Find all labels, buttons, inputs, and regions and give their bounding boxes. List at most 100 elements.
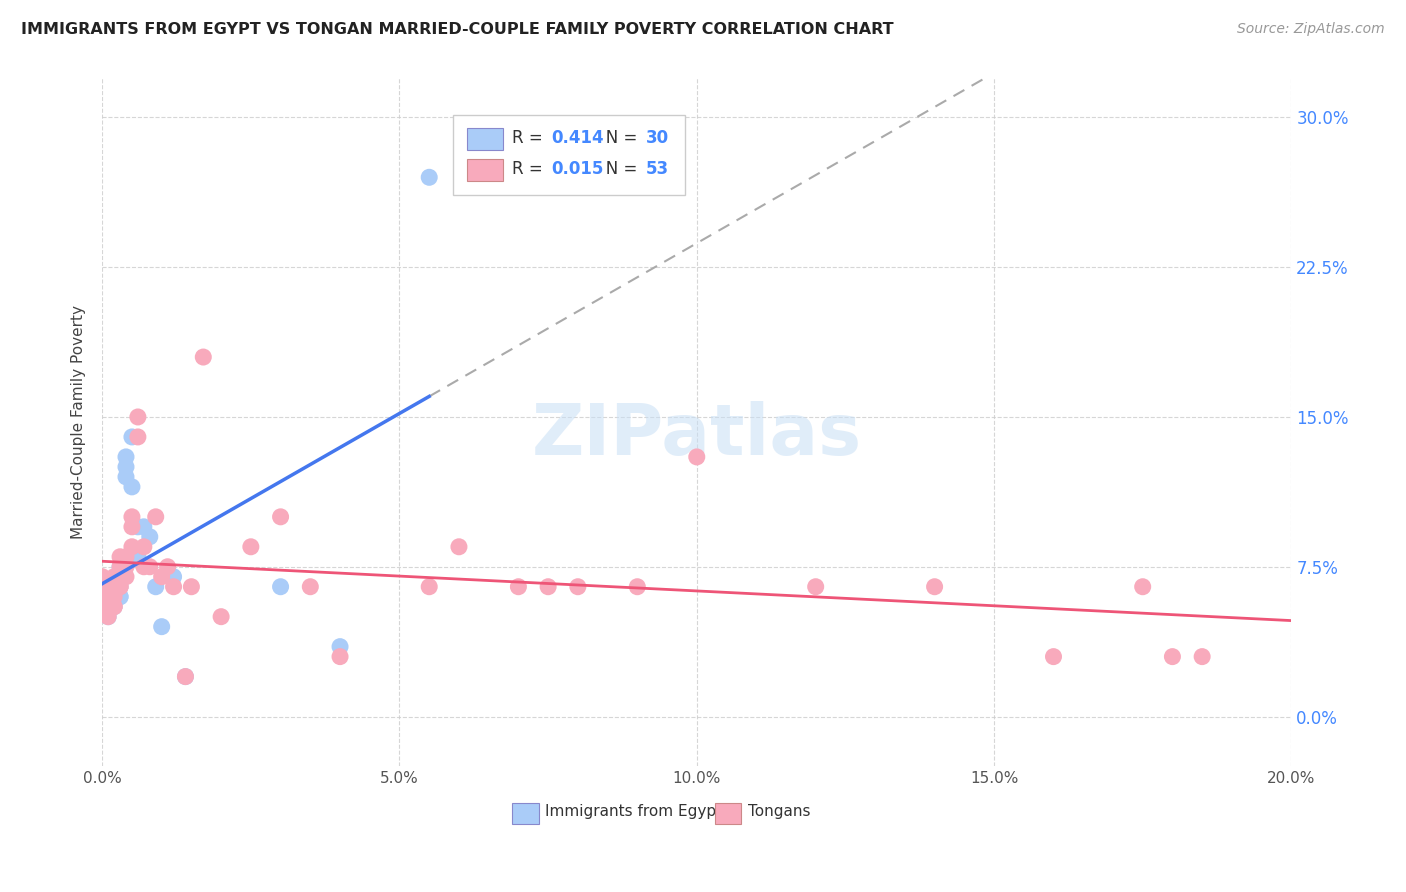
Text: Tongans: Tongans xyxy=(748,804,810,819)
Point xyxy=(329,640,352,654)
Point xyxy=(121,480,143,494)
Point xyxy=(924,580,946,594)
Point xyxy=(174,670,197,684)
Point xyxy=(103,599,125,614)
Point xyxy=(139,559,162,574)
Point xyxy=(1042,649,1064,664)
Point xyxy=(97,590,120,604)
Text: 0.414: 0.414 xyxy=(551,129,605,147)
Point xyxy=(418,170,440,185)
Point xyxy=(108,570,131,584)
Point xyxy=(108,580,131,594)
Point xyxy=(567,580,589,594)
Text: IMMIGRANTS FROM EGYPT VS TONGAN MARRIED-COUPLE FAMILY POVERTY CORRELATION CHART: IMMIGRANTS FROM EGYPT VS TONGAN MARRIED-… xyxy=(21,22,894,37)
Point xyxy=(103,590,125,604)
Point xyxy=(108,570,131,584)
Point xyxy=(508,580,530,594)
Point xyxy=(127,520,149,534)
Point xyxy=(103,599,125,614)
Point xyxy=(115,470,138,484)
Point xyxy=(108,559,131,574)
Point xyxy=(127,409,149,424)
Point xyxy=(145,580,167,594)
Point xyxy=(239,540,262,554)
Text: R =: R = xyxy=(512,129,548,147)
Point xyxy=(108,580,131,594)
Point xyxy=(626,580,648,594)
Point xyxy=(91,599,114,614)
Point xyxy=(97,580,120,594)
Text: Immigrants from Egypt: Immigrants from Egypt xyxy=(544,804,721,819)
Point xyxy=(108,549,131,564)
Point xyxy=(156,559,179,574)
Point xyxy=(121,509,143,524)
Text: ZIPatlas: ZIPatlas xyxy=(531,401,862,470)
Point xyxy=(132,520,155,534)
Point xyxy=(299,580,322,594)
Point xyxy=(145,509,167,524)
Point xyxy=(108,580,131,594)
Point xyxy=(209,609,232,624)
Point xyxy=(537,580,560,594)
Point xyxy=(270,509,292,524)
Point xyxy=(97,590,120,604)
Point xyxy=(1161,649,1184,664)
Point xyxy=(193,350,215,364)
Point xyxy=(139,530,162,544)
Text: N =: N = xyxy=(589,129,643,147)
Point xyxy=(115,459,138,474)
Point xyxy=(686,450,709,464)
Point xyxy=(108,570,131,584)
Text: 53: 53 xyxy=(645,160,669,178)
Point xyxy=(97,609,120,624)
Point xyxy=(127,430,149,444)
Point xyxy=(329,649,352,664)
Point xyxy=(121,520,143,534)
Point xyxy=(103,590,125,604)
Point xyxy=(180,580,202,594)
Point xyxy=(121,430,143,444)
Point xyxy=(174,670,197,684)
FancyBboxPatch shape xyxy=(714,803,741,823)
Point xyxy=(103,590,125,604)
Point xyxy=(103,570,125,584)
Point xyxy=(270,580,292,594)
Point xyxy=(97,609,120,624)
Point xyxy=(97,580,120,594)
Point xyxy=(97,599,120,614)
Point xyxy=(150,570,173,584)
Text: N =: N = xyxy=(589,160,643,178)
Text: R =: R = xyxy=(512,160,548,178)
Point xyxy=(115,450,138,464)
Point xyxy=(103,580,125,594)
Point xyxy=(447,540,470,554)
FancyBboxPatch shape xyxy=(512,803,538,823)
FancyBboxPatch shape xyxy=(453,115,685,194)
Point xyxy=(108,590,131,604)
Point xyxy=(418,580,440,594)
Text: 30: 30 xyxy=(645,129,669,147)
Point xyxy=(804,580,827,594)
Point xyxy=(132,559,155,574)
Point xyxy=(162,580,184,594)
Point xyxy=(115,570,138,584)
Point xyxy=(91,570,114,584)
Point xyxy=(108,590,131,604)
Point xyxy=(97,590,120,604)
Point xyxy=(1132,580,1154,594)
Point xyxy=(108,559,131,574)
Point xyxy=(127,549,149,564)
Text: 0.015: 0.015 xyxy=(551,160,605,178)
FancyBboxPatch shape xyxy=(467,160,503,181)
FancyBboxPatch shape xyxy=(467,128,503,151)
Point xyxy=(132,540,155,554)
Point xyxy=(115,549,138,564)
Text: Source: ZipAtlas.com: Source: ZipAtlas.com xyxy=(1237,22,1385,37)
Y-axis label: Married-Couple Family Poverty: Married-Couple Family Poverty xyxy=(72,305,86,539)
Point xyxy=(103,599,125,614)
Point xyxy=(1191,649,1213,664)
Point xyxy=(97,599,120,614)
Point xyxy=(162,570,184,584)
Point xyxy=(150,620,173,634)
Point xyxy=(103,580,125,594)
